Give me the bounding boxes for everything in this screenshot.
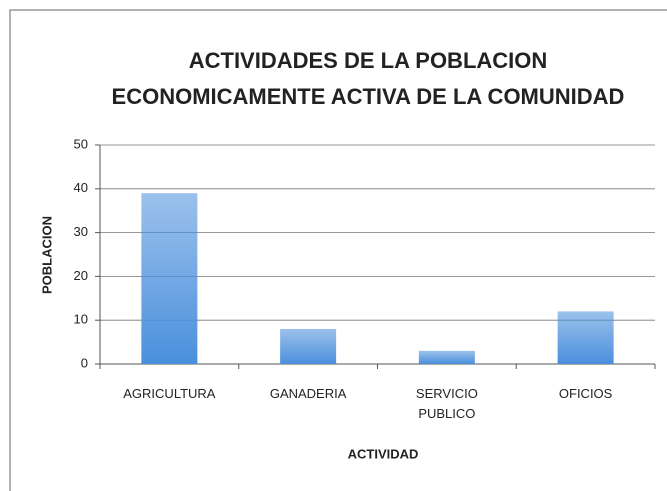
y-tick-label: 30	[74, 224, 88, 239]
chart-title: ECONOMICAMENTE ACTIVA DE LA COMUNIDAD	[112, 84, 625, 109]
bar	[557, 311, 614, 364]
chart-frame	[9, 9, 667, 491]
y-tick-label: 0	[81, 355, 88, 370]
x-tick-label: GANADERIA	[269, 386, 347, 401]
x-axis-label: ACTIVIDAD	[348, 446, 419, 461]
x-tick-label: OFICIOS	[558, 386, 613, 401]
chart-title: ACTIVIDADES DE LA POBLACION	[189, 48, 548, 73]
y-tick-label: 40	[74, 180, 88, 195]
y-tick-label: 20	[74, 268, 88, 283]
y-axis-label: POBLACION	[39, 216, 54, 294]
x-tick-label: AGRICULTURA	[123, 386, 216, 401]
bar	[141, 193, 198, 364]
x-tick-label: SERVICIO PUBLICO	[415, 386, 478, 421]
y-tick-label: 50	[74, 136, 88, 151]
bar	[280, 328, 337, 364]
y-tick-label: 10	[74, 312, 88, 327]
bar	[418, 350, 475, 364]
